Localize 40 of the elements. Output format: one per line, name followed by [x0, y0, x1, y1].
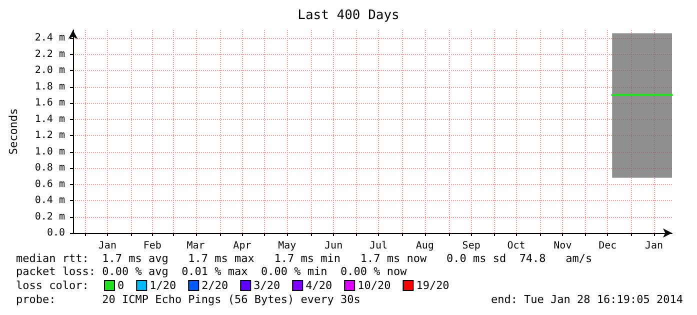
y-tick-label: 2.2 m [34, 48, 65, 60]
x-tick-label: Mar [186, 240, 205, 252]
x-tick-label: Sep [462, 240, 480, 252]
x-tick-label: Oct [507, 240, 526, 252]
legend-label: 1/20 [150, 279, 176, 292]
text: packet loss: 0.00 % avg 0.01 % max 0.00 % min 0.00 % now [16, 265, 408, 278]
x-tick-label: Jan [98, 240, 116, 252]
y-tick-label: 0.8 m [34, 162, 65, 174]
legend-label: 2/20 [202, 279, 228, 292]
y-tick-label: 0.0 [46, 228, 65, 238]
x-tick-label: Apr [233, 240, 252, 252]
y-tick-label: 1.6 m [34, 98, 65, 109]
y-axis-title: Seconds [7, 108, 20, 155]
text: probe: 20 ICMP Echo Pings (56 Bytes) every 30s [16, 293, 360, 306]
y-tick-label: 2.0 m [34, 65, 65, 76]
chart-title: Last 400 Days [298, 8, 400, 23]
legend-label: 3/20 [254, 279, 280, 292]
y-tick-label: 0.6 m [34, 178, 65, 190]
x-tick-label: Dec [598, 240, 617, 252]
y-tick-label: 1.8 m [34, 81, 65, 92]
y-tick-label: 0.4 m [34, 195, 65, 206]
legend-label: 19/20 [416, 279, 450, 292]
y-tick-label: 1.0 m [34, 146, 65, 158]
x-tick-label: Aug [416, 240, 434, 252]
x-tick-label: Nov [554, 240, 572, 252]
x-tick-label: Jan [645, 240, 664, 252]
legend-label: 10/20 [358, 279, 391, 292]
y-tick-label: 0.2 m [34, 211, 65, 222]
text: end: Tue Jan 28 16:19:05 2014 [490, 293, 684, 306]
y-tick-label: 1.2 m [34, 130, 65, 142]
y-tick-label: 2.4 m [34, 32, 65, 44]
y-tick-label: 1.4 m [34, 114, 65, 125]
legend-label: 4/20 [306, 279, 332, 292]
x-tick-label: May [278, 240, 296, 252]
x-tick-label: Jun [324, 240, 343, 252]
text: median rtt: 1.7 ms avg 1.7 ms max 1.7 ms min 1.7 ms now 0.0 ms sd 74.8 am/s [16, 252, 592, 265]
legend-label: 0 [118, 279, 124, 292]
x-tick-label: Feb [143, 240, 162, 252]
legend-title: loss color: [16, 279, 89, 292]
x-tick-label: Jul [369, 240, 388, 252]
